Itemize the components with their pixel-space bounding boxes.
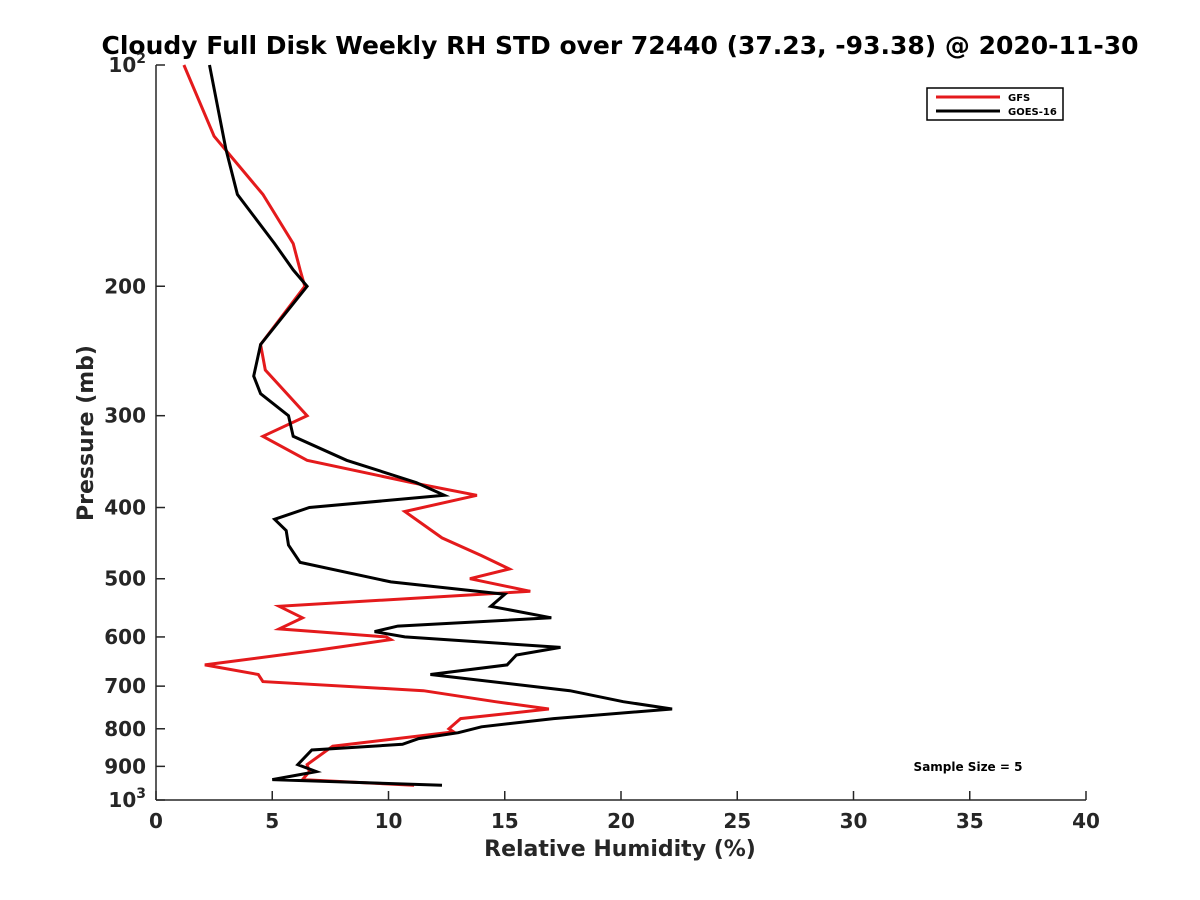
plot-axes: 0 5 10 15 20 25 30 35 40 102 200 300 400 500 600 700 800…	[104, 51, 1100, 833]
x-tick-label: 35	[956, 809, 984, 833]
y-tick-label: 600	[104, 625, 146, 649]
y-tick-label: 103	[108, 786, 146, 812]
y-tick-label: 700	[104, 674, 146, 698]
x-tick-label: 40	[1072, 809, 1100, 833]
sample-size-annotation: Sample Size = 5	[914, 760, 1023, 774]
y-tick-label: 102	[108, 51, 146, 77]
y-tick-label: 400	[104, 496, 146, 520]
x-tick-label: 15	[491, 809, 519, 833]
x-tick-label: 0	[149, 809, 163, 833]
x-tick-label: 5	[265, 809, 279, 833]
legend-label-goes16: GOES-16	[1008, 107, 1057, 118]
x-tick-label: 30	[840, 809, 868, 833]
series-layer	[182, 64, 673, 787]
x-axis-label: Relative Humidity (%)	[484, 837, 756, 862]
y-tick-label: 800	[104, 717, 146, 741]
legend-box	[926, 87, 1064, 121]
legend-label-gfs: GFS	[1008, 93, 1030, 104]
chart-title: Cloudy Full Disk Weekly RH STD over 7244…	[101, 31, 1138, 60]
series-line-goes-16	[208, 64, 673, 787]
y-tick-label: 900	[104, 754, 146, 778]
y-tick-label: 500	[104, 567, 146, 591]
legend: GFS GOES-16	[926, 87, 1064, 121]
y-tick-label: 200	[104, 274, 146, 298]
x-tick-label: 10	[375, 809, 403, 833]
x-tick-label: 20	[607, 809, 635, 833]
y-tick-label: 300	[104, 404, 146, 428]
y-axis-label: Pressure (mb)	[74, 345, 99, 521]
x-tick-label: 25	[723, 809, 751, 833]
series-line-gfs	[182, 64, 550, 787]
